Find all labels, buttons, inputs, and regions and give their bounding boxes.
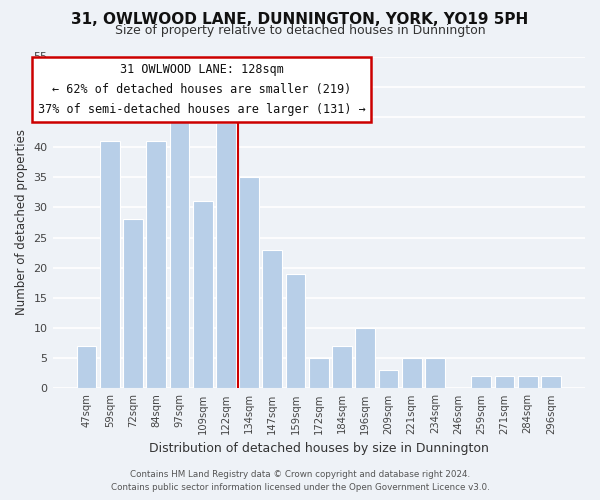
Bar [77, 346, 97, 389]
Bar [216, 123, 236, 388]
Text: 31 OWLWOOD LANE: 128sqm
← 62% of detached houses are smaller (219)
37% of semi-d: 31 OWLWOOD LANE: 128sqm ← 62% of detache… [38, 63, 365, 116]
Bar [262, 250, 282, 388]
Bar [402, 358, 422, 388]
Bar [494, 376, 514, 388]
Bar [100, 141, 119, 388]
Bar [123, 220, 143, 388]
Bar [146, 141, 166, 388]
Bar [309, 358, 329, 388]
Text: 31, OWLWOOD LANE, DUNNINGTON, YORK, YO19 5PH: 31, OWLWOOD LANE, DUNNINGTON, YORK, YO19… [71, 12, 529, 28]
Bar [286, 274, 305, 388]
Bar [355, 328, 375, 388]
Bar [239, 177, 259, 388]
Bar [170, 117, 190, 388]
Bar [541, 376, 561, 388]
Y-axis label: Number of detached properties: Number of detached properties [15, 130, 28, 316]
Bar [425, 358, 445, 388]
Text: Size of property relative to detached houses in Dunnington: Size of property relative to detached ho… [115, 24, 485, 37]
Bar [518, 376, 538, 388]
Bar [193, 202, 212, 388]
X-axis label: Distribution of detached houses by size in Dunnington: Distribution of detached houses by size … [149, 442, 489, 455]
Bar [332, 346, 352, 389]
Text: Contains HM Land Registry data © Crown copyright and database right 2024.
Contai: Contains HM Land Registry data © Crown c… [110, 470, 490, 492]
Bar [379, 370, 398, 388]
Bar [472, 376, 491, 388]
